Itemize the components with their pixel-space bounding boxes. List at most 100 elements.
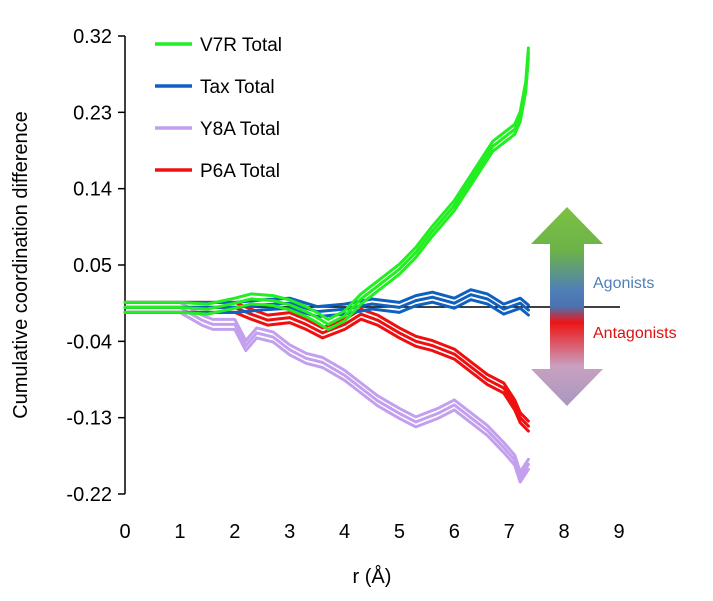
data-point-p6a-total — [249, 312, 253, 316]
x-tick-label: 8 — [559, 521, 570, 543]
series-line-tax-total-replicate — [123, 288, 530, 309]
data-point-y8a-total — [233, 323, 237, 326]
data-point-v7r-total — [469, 178, 473, 182]
data-point-v7r-total — [326, 323, 330, 326]
data-point-y8a-total — [211, 323, 215, 326]
data-point-v7r-total — [491, 144, 495, 148]
data-point-y8a-total — [452, 403, 456, 407]
data-point-tax-total — [431, 295, 434, 299]
data-point-y8a-total — [343, 373, 346, 377]
data-point-v7r-total — [205, 307, 209, 311]
series-line-tax-total-replicate — [123, 298, 530, 319]
y-tick-label: 0.32 — [73, 26, 112, 48]
data-point-y8a-total — [398, 412, 401, 415]
data-point-v7r-total — [414, 250, 418, 254]
data-point-v7r-total — [315, 316, 319, 319]
data-point-p6a-total — [469, 365, 473, 369]
data-point-v7r-total — [513, 127, 517, 131]
y-tick-label: 0.05 — [73, 255, 112, 277]
series-line-y8a-total-replicate — [123, 310, 530, 484]
data-point-y8a-total — [414, 420, 418, 424]
data-point-v7r-total — [480, 161, 484, 165]
data-point-y8a-total — [436, 412, 440, 415]
legend: V7R Total Tax Total Y8A Total P6A Total — [155, 35, 282, 182]
series-line-y8a-total — [123, 305, 530, 479]
x-tick-label: 7 — [504, 521, 515, 543]
data-point-tax-total — [518, 301, 522, 305]
data-point-p6a-total — [321, 331, 324, 335]
data-point-v7r-total — [452, 204, 456, 208]
y-tick-label: -0.04 — [66, 331, 112, 353]
series-line-v7r-total-replicate — [123, 56, 530, 331]
y-tick-label: -0.22 — [66, 484, 112, 506]
data-point-v7r-total — [518, 115, 522, 118]
data-point-v7r-total — [304, 310, 308, 313]
series-line-p6a-total-replicate — [123, 310, 530, 433]
x-tick-label: 4 — [339, 521, 350, 543]
data-point-v7r-total — [249, 297, 253, 301]
y-tick-label: 0.14 — [73, 179, 112, 201]
data-point-y8a-total — [518, 475, 522, 479]
data-point-y8a-total — [376, 399, 379, 403]
data-point-v7r-total — [343, 314, 346, 318]
data-point-y8a-total — [502, 446, 506, 449]
data-point-tax-total — [527, 308, 530, 312]
data-point-p6a-total — [518, 416, 522, 420]
data-point-v7r-total — [233, 301, 237, 305]
data-point-y8a-total — [288, 348, 292, 352]
series-line-v7r-total-replicate — [123, 46, 530, 321]
data-point-p6a-total — [485, 378, 489, 381]
antagonists-label: Antagonists — [593, 325, 677, 342]
data-point-p6a-total — [304, 323, 308, 326]
agonist-antagonist-arrow — [531, 207, 603, 406]
data-point-v7r-total — [288, 303, 292, 307]
data-point-p6a-total — [343, 323, 346, 326]
x-tick-label: 2 — [229, 521, 240, 543]
data-point-v7r-total — [178, 306, 182, 309]
data-point-tax-total — [414, 299, 418, 302]
data-point-v7r-total — [271, 299, 275, 302]
data-point-y8a-total — [271, 335, 275, 339]
data-point-p6a-total — [376, 318, 379, 322]
data-point-v7r-total — [527, 51, 530, 55]
data-point-y8a-total — [255, 331, 259, 335]
data-point-p6a-total — [398, 331, 401, 335]
data-point-v7r-total — [502, 136, 506, 140]
data-point-v7r-total — [398, 267, 401, 271]
data-point-y8a-total — [527, 462, 530, 466]
data-point-y8a-total — [200, 318, 204, 322]
y-tick-label: 0.23 — [73, 102, 112, 124]
x-axis-title: r (Å) — [353, 565, 392, 588]
data-point-p6a-total — [527, 424, 530, 428]
data-point-v7r-total — [431, 229, 434, 233]
data-point-y8a-total — [244, 344, 248, 347]
data-point-p6a-total — [288, 316, 292, 319]
data-point-v7r-total — [524, 85, 528, 89]
agonists-label: Agonists — [593, 275, 654, 292]
x-tick-label: 9 — [613, 521, 624, 543]
data-point-p6a-total — [266, 318, 270, 322]
data-point-p6a-total — [513, 403, 517, 407]
data-point-v7r-total — [376, 284, 379, 288]
data-point-p6a-total — [452, 352, 456, 356]
data-point-y8a-total — [469, 416, 473, 420]
y-tick-label: -0.13 — [66, 408, 112, 430]
data-point-tax-total — [502, 307, 506, 311]
data-point-p6a-total — [359, 312, 363, 316]
data-point-p6a-total — [502, 386, 506, 390]
data-point-tax-total — [452, 301, 456, 305]
legend-label: P6A Total — [200, 161, 280, 182]
legend-label: Y8A Total — [200, 119, 280, 140]
data-point-tax-total — [370, 302, 374, 306]
data-point-y8a-total — [359, 386, 363, 390]
series-line-y8a-total-replicate — [123, 300, 530, 474]
data-point-p6a-total — [431, 344, 434, 347]
data-point-p6a-total — [414, 339, 418, 343]
legend-label: Tax Total — [200, 77, 275, 98]
data-point-tax-total — [469, 293, 473, 297]
y-axis-title: Cumulative coordination difference — [10, 111, 32, 419]
x-tick-label: 6 — [449, 521, 460, 543]
x-tick-label: 5 — [394, 521, 405, 543]
double-arrow-icon — [531, 207, 603, 406]
